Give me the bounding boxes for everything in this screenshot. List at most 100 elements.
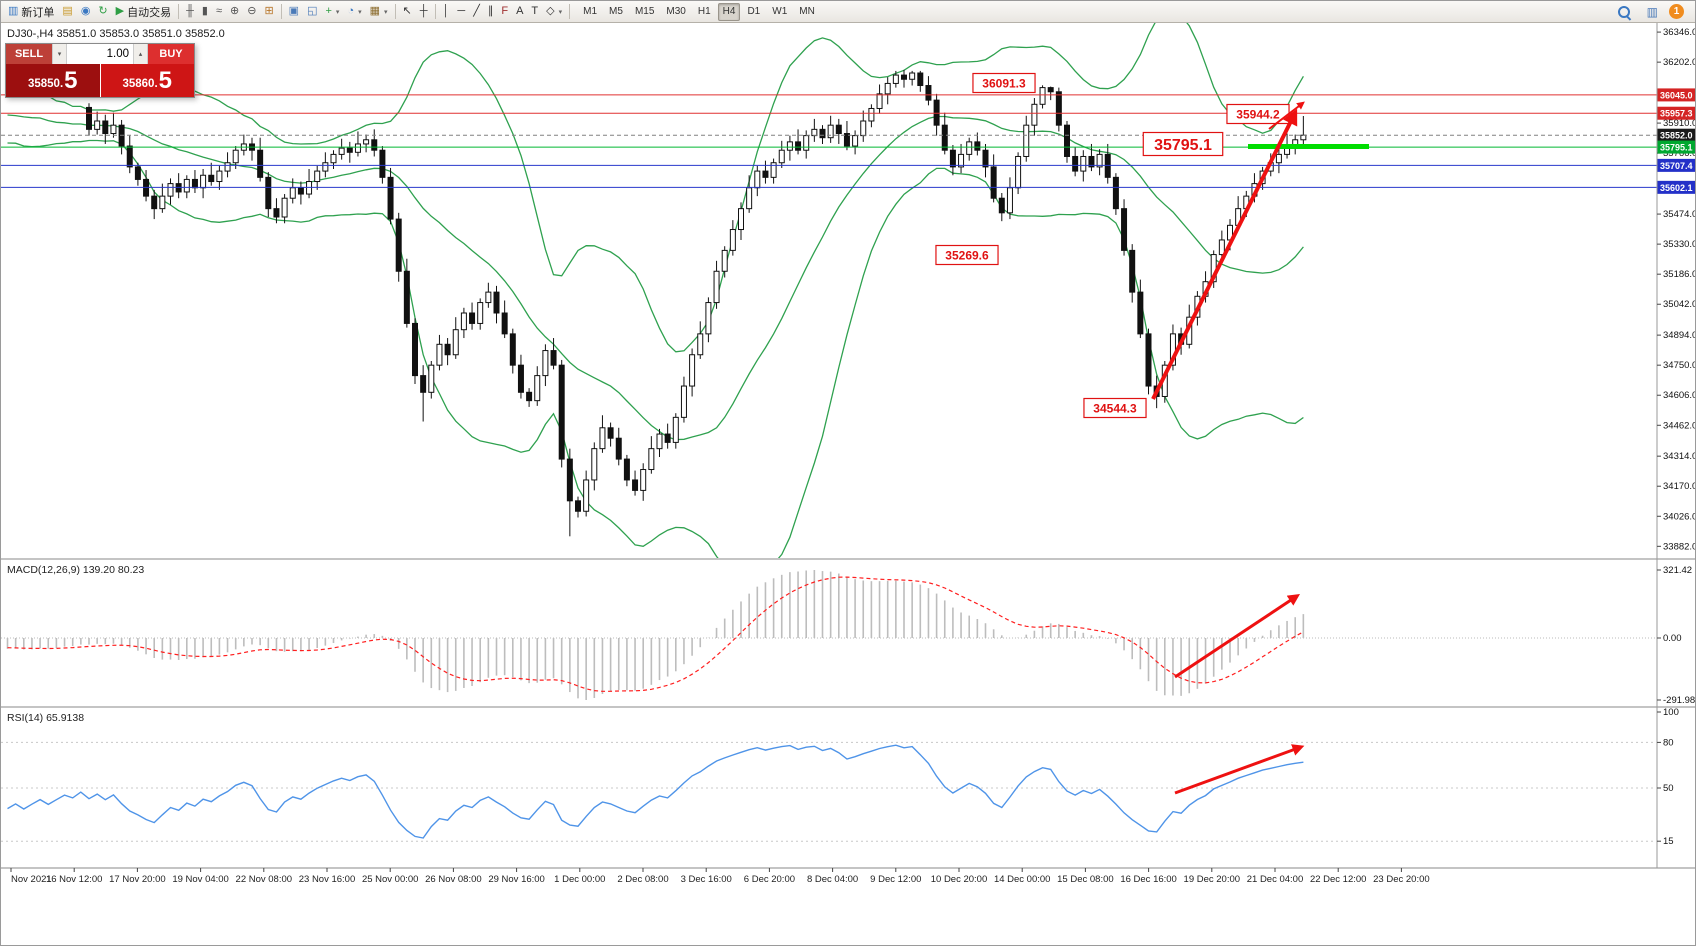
timeframe-button-m30[interactable]: M30 [666, 5, 686, 17]
one-click-trading-panel: SELL ▾ ▴ BUY 35850. 5 35860. 5 [5, 43, 195, 98]
toolbar-separator [569, 4, 571, 19]
svg-text:35766.0: 35766.0 [1663, 148, 1696, 159]
vertical-line-button[interactable]: │ [439, 2, 454, 22]
svg-text:321.42: 321.42 [1663, 565, 1692, 576]
crosshair-button[interactable]: ┼ [416, 2, 432, 22]
data-window-button[interactable]: ▥ [1643, 2, 1662, 22]
svg-text:34170.0: 34170.0 [1663, 481, 1696, 492]
horizontal-line-icon: ─ [457, 5, 466, 17]
svg-text:34462.0: 34462.0 [1663, 420, 1696, 431]
svg-text:35602.1: 35602.1 [1660, 183, 1693, 193]
toolbar-separator [280, 4, 282, 19]
arrange-windows-button[interactable]: ◱ [303, 2, 321, 22]
one-click-price-row: 35850. 5 35860. 5 [6, 64, 194, 97]
tile-windows-button[interactable]: ⊞ [260, 2, 277, 22]
volume-increase-button[interactable]: ▴ [133, 44, 148, 64]
timeframe-button-m5[interactable]: M5 [609, 5, 623, 17]
auto-trading-button[interactable]: ▶ 自动交易 [112, 2, 175, 22]
rsi-layer [1, 741, 1657, 842]
svg-text:36346.0: 36346.0 [1663, 27, 1696, 38]
market-watch-button[interactable]: ◉ [77, 2, 95, 22]
text-button[interactable]: A [512, 2, 527, 22]
notification-badge[interactable]: 1 [1669, 4, 1684, 19]
auto-trading-button-label: 自动交易 [127, 6, 172, 19]
timeframe-button-w1[interactable]: W1 [772, 5, 788, 17]
search-icon [1616, 4, 1632, 20]
timeframe-button-m15[interactable]: M15 [634, 5, 655, 17]
candlestick-type-button[interactable]: ▮ [198, 2, 212, 22]
svg-text:17 Nov 20:00: 17 Nov 20:00 [109, 874, 166, 885]
periods-icon: ◔ [347, 5, 355, 17]
svg-text:35707.4: 35707.4 [1660, 161, 1693, 171]
price-annotation-text: 36091.3 [982, 76, 1026, 90]
svg-text:34606.0: 34606.0 [1663, 390, 1696, 401]
auto-trading-icon: ▶ [115, 5, 125, 17]
timeframe-button-m1[interactable]: M1 [583, 5, 598, 17]
svg-text:33882.0: 33882.0 [1663, 541, 1696, 552]
sell-price-big-digit: 5 [64, 66, 78, 94]
symbol-ohlc-label: DJ30-,H4 35851.0 35853.0 35851.0 35852.0 [7, 28, 225, 40]
zoom-out-button[interactable]: ⊖ [243, 2, 260, 22]
line-chart-type-button[interactable]: ≈ [212, 2, 226, 22]
bollinger-bands-layer [7, 23, 1304, 558]
new-order-button-label: 新订单 [21, 6, 55, 19]
market-watch-icon: ◉ [80, 5, 91, 17]
price-axis[interactable]: 36346.0 36202.0 35910.0 35766.0 35474.0 35330… [1657, 27, 1696, 552]
svg-text:34750.0: 34750.0 [1663, 360, 1696, 371]
equidistant-channel-button[interactable]: ∥ [484, 2, 498, 22]
trendline-button[interactable]: ╱ [469, 2, 484, 22]
toolbar-separator [434, 4, 436, 19]
buy-price-display[interactable]: 35860. 5 [100, 64, 194, 97]
cascade-windows-icon: ▣ [288, 5, 300, 17]
indicators-button[interactable]: + ▾ [321, 2, 343, 22]
horizontal-lines-layer[interactable] [1, 94, 1657, 188]
new-order-icon: ▥ [8, 5, 19, 17]
svg-text:23 Dec 20:00: 23 Dec 20:00 [1373, 874, 1430, 885]
volume-decrease-button[interactable]: ▾ [52, 44, 67, 64]
candlestick-type-icon: ▮ [201, 5, 208, 17]
zoom-in-button[interactable]: ⊕ [226, 2, 243, 22]
zoom-in-icon: ⊕ [230, 5, 240, 17]
svg-text:2 Dec 08:00: 2 Dec 08:00 [617, 874, 668, 885]
cursor-button[interactable]: ↖ [399, 2, 416, 22]
svg-text:35957.3: 35957.3 [1660, 109, 1693, 119]
trend-arrows-layer[interactable] [1151, 101, 1305, 795]
templates-button[interactable]: ▦ ▾ [366, 2, 392, 22]
horizontal-line-button[interactable]: ─ [453, 2, 469, 22]
buy-button[interactable]: BUY [148, 44, 194, 64]
text-label-button[interactable]: T [527, 2, 542, 22]
chart-window-button[interactable]: ▤ [58, 2, 76, 22]
toolbar-separator [394, 4, 396, 19]
sell-button[interactable]: SELL [6, 44, 52, 64]
timeframe-button-h4[interactable]: H4 [717, 2, 741, 21]
price-annotation-text: 35944.2 [1236, 107, 1280, 121]
svg-text:34026.0: 34026.0 [1663, 511, 1696, 522]
cascade-windows-button[interactable]: ▣ [285, 2, 303, 22]
timeframe-button-d1[interactable]: D1 [747, 5, 761, 17]
svg-text:16 Nov 12:00: 16 Nov 12:00 [46, 874, 103, 885]
svg-text:3 Dec 16:00: 3 Dec 16:00 [681, 874, 732, 885]
price-annotation-text: 35795.1 [1154, 137, 1212, 154]
timeframe-button-mn[interactable]: MN [799, 5, 815, 17]
vertical-line-icon: │ [442, 5, 450, 17]
fibonacci-button[interactable]: F [497, 2, 512, 22]
search-button[interactable] [1612, 2, 1636, 22]
fibonacci-icon: F [501, 5, 509, 17]
chevron-down-icon: ▾ [335, 8, 340, 16]
price-annotation-box [935, 244, 999, 266]
volume-input[interactable] [67, 44, 133, 64]
shapes-button[interactable]: ◇ ▾ [542, 2, 566, 22]
refresh-button[interactable]: ↻ [94, 2, 111, 22]
sell-price-display[interactable]: 35850. 5 [6, 64, 101, 97]
price-annotation-text: 35269.6 [945, 248, 989, 262]
timeframe-button-h1[interactable]: H1 [697, 5, 711, 17]
trend-arrow [1268, 101, 1305, 130]
new-order-button[interactable]: ▥ 新订单 [4, 2, 58, 22]
svg-text:100: 100 [1663, 707, 1679, 718]
bar-chart-type-button[interactable]: ╫ [182, 2, 198, 22]
svg-text:50: 50 [1663, 783, 1674, 794]
periods-button[interactable]: ◔ ▾ [343, 2, 365, 22]
price-annotations-layer[interactable]: 36091.3 35944.2 35795.1 35269.6 34544.3 [935, 72, 1290, 419]
